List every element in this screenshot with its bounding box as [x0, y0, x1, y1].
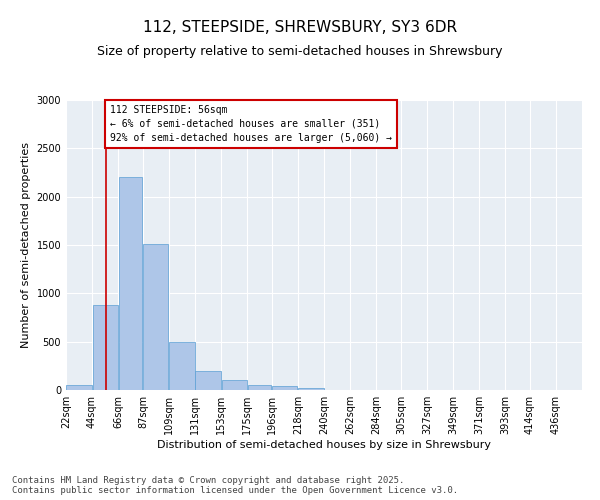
- Bar: [221, 380, 247, 390]
- Text: Size of property relative to semi-detached houses in Shrewsbury: Size of property relative to semi-detach…: [97, 45, 503, 58]
- Bar: [298, 388, 323, 390]
- Bar: [272, 386, 298, 390]
- Bar: [196, 370, 221, 390]
- Text: 112 STEEPSIDE: 56sqm
← 6% of semi-detached houses are smaller (351)
92% of semi-: 112 STEEPSIDE: 56sqm ← 6% of semi-detach…: [110, 105, 392, 143]
- X-axis label: Distribution of semi-detached houses by size in Shrewsbury: Distribution of semi-detached houses by …: [157, 440, 491, 450]
- Bar: [67, 384, 92, 390]
- Bar: [119, 178, 142, 390]
- Bar: [169, 342, 194, 390]
- Y-axis label: Number of semi-detached properties: Number of semi-detached properties: [21, 142, 31, 348]
- Text: Contains HM Land Registry data © Crown copyright and database right 2025.
Contai: Contains HM Land Registry data © Crown c…: [12, 476, 458, 495]
- Bar: [248, 385, 271, 390]
- Bar: [92, 305, 118, 390]
- Text: 112, STEEPSIDE, SHREWSBURY, SY3 6DR: 112, STEEPSIDE, SHREWSBURY, SY3 6DR: [143, 20, 457, 35]
- Bar: [143, 244, 169, 390]
